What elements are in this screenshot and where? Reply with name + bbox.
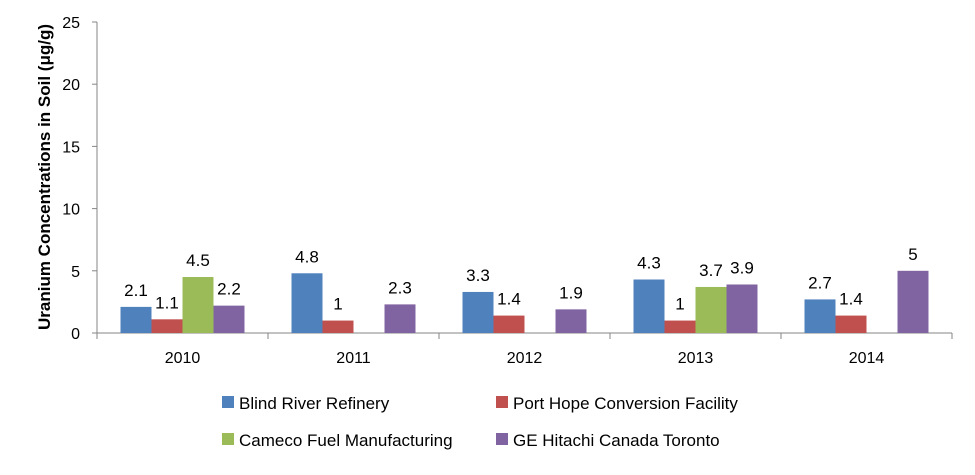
bar bbox=[804, 299, 836, 333]
data-label: 1.1 bbox=[155, 293, 179, 312]
y-axis-title: Uranium Concentrations in Soil (μg/g) bbox=[35, 24, 54, 330]
legend-swatch bbox=[222, 396, 234, 408]
legend-swatch bbox=[222, 433, 234, 445]
legend-item: Port Hope Conversion Facility bbox=[496, 394, 738, 413]
x-category-label: 2013 bbox=[678, 350, 714, 367]
bar bbox=[835, 315, 867, 333]
data-label: 3.7 bbox=[699, 261, 723, 280]
data-label: 1.9 bbox=[559, 283, 583, 302]
data-label: 5 bbox=[908, 245, 917, 264]
bar bbox=[182, 277, 214, 333]
bars bbox=[120, 270, 929, 333]
data-label: 3.3 bbox=[466, 266, 490, 285]
bar bbox=[213, 305, 245, 333]
bar bbox=[151, 319, 183, 333]
legend-item: GE Hitachi Canada Toronto bbox=[496, 431, 720, 450]
x-axis: 2010 2011 2012 2013 2014 bbox=[96, 332, 953, 367]
bar bbox=[726, 284, 758, 333]
data-label: 1 bbox=[675, 295, 684, 314]
bar bbox=[462, 291, 494, 333]
x-category-label: 2014 bbox=[849, 350, 885, 367]
data-label: 2.3 bbox=[388, 278, 412, 297]
legend-label: Port Hope Conversion Facility bbox=[513, 394, 738, 413]
data-label: 1.4 bbox=[497, 290, 521, 309]
data-labels: 2.1 4.8 3.3 4.3 2.7 1.1 1 1.4 1 1.4 4.5 3.7 2.2 2.3 1.… bbox=[124, 245, 918, 314]
data-label: 4.8 bbox=[295, 247, 319, 266]
y-tick-label: 0 bbox=[71, 326, 80, 343]
legend-swatch bbox=[496, 433, 508, 445]
y-tick-label: 15 bbox=[62, 139, 80, 156]
legend-item: Blind River Refinery bbox=[222, 394, 390, 413]
legend-label: GE Hitachi Canada Toronto bbox=[513, 431, 720, 450]
bar bbox=[322, 320, 354, 333]
bar bbox=[633, 279, 665, 333]
data-label: 1 bbox=[333, 295, 342, 314]
bar bbox=[555, 309, 587, 333]
x-category-label: 2011 bbox=[336, 350, 371, 367]
data-label: 1.4 bbox=[839, 290, 863, 309]
legend-label: Cameco Fuel Manufacturing bbox=[239, 431, 453, 450]
bar bbox=[120, 306, 152, 333]
bar bbox=[291, 273, 323, 333]
x-category-label: 2012 bbox=[507, 350, 543, 367]
legend-item: Cameco Fuel Manufacturing bbox=[222, 431, 453, 450]
legend-swatch bbox=[496, 396, 508, 408]
bar bbox=[897, 270, 929, 333]
bar bbox=[493, 315, 525, 333]
data-label: 2.2 bbox=[217, 280, 241, 299]
bar bbox=[664, 320, 696, 333]
x-category-label: 2010 bbox=[165, 350, 201, 367]
y-tick-label: 20 bbox=[62, 77, 80, 94]
y-tick-label: 10 bbox=[62, 202, 80, 219]
data-label: 4.3 bbox=[637, 254, 661, 273]
data-label: 2.7 bbox=[808, 273, 832, 292]
bar bbox=[695, 286, 727, 333]
legend: Blind River Refinery Port Hope Conversion… bbox=[222, 394, 738, 450]
y-axis: 0 5 10 15 20 25 bbox=[62, 15, 98, 343]
y-tick-label: 25 bbox=[62, 15, 80, 32]
bar bbox=[384, 304, 416, 333]
data-label: 2.1 bbox=[124, 281, 148, 300]
y-tick-label: 5 bbox=[71, 264, 80, 281]
legend-label: Blind River Refinery bbox=[239, 394, 390, 413]
data-label: 3.9 bbox=[730, 258, 754, 277]
data-label: 4.5 bbox=[186, 251, 210, 270]
